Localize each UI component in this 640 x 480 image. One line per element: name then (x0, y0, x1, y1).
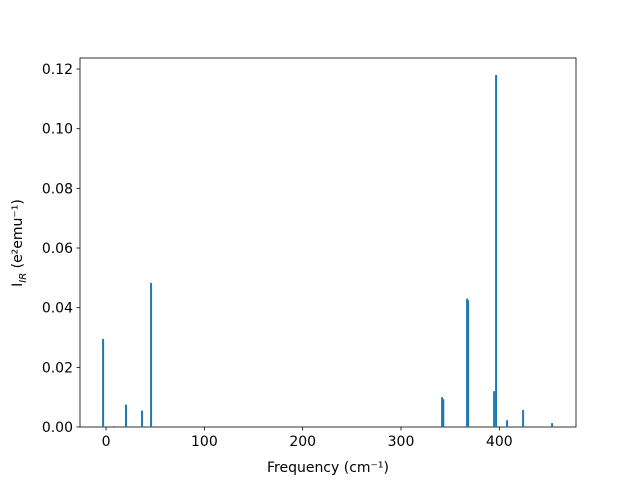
y-tick-label: 0.10 (42, 122, 73, 138)
bar (112, 426, 115, 427)
bar (466, 298, 469, 427)
bar (506, 420, 509, 427)
y-tick-label: 0.08 (42, 181, 73, 197)
y-label-main: I (10, 283, 26, 287)
bar (551, 423, 554, 427)
x-tick-label: 300 (388, 434, 415, 450)
bar (442, 399, 445, 427)
y-axis-label: IIR (e²emu⁻¹) (10, 199, 29, 287)
x-tick-label: 400 (486, 434, 513, 450)
y-tick-label: 0.04 (42, 301, 73, 317)
x-tick-label: 200 (289, 434, 316, 450)
y-tick-label: 0.02 (42, 360, 73, 376)
bar (522, 409, 525, 427)
plot-frame (79, 57, 577, 428)
y-tick-label: 0.00 (42, 420, 73, 436)
bar (467, 300, 470, 427)
y-label-rest: (e²emu⁻¹) (10, 199, 26, 273)
bar (150, 282, 153, 427)
bar (493, 391, 496, 427)
y-tick-label: 0.12 (42, 62, 73, 78)
bar (125, 404, 128, 427)
x-tick-label: 100 (191, 434, 218, 450)
x-tick-label: 0 (102, 434, 111, 450)
bar (441, 397, 444, 427)
bar (141, 410, 144, 427)
x-axis-label: Frequency (cm⁻¹) (267, 460, 389, 476)
bar (495, 75, 498, 427)
y-label-sub: IR (18, 273, 29, 283)
y-tick-label: 0.06 (42, 241, 73, 257)
bar (102, 339, 105, 427)
